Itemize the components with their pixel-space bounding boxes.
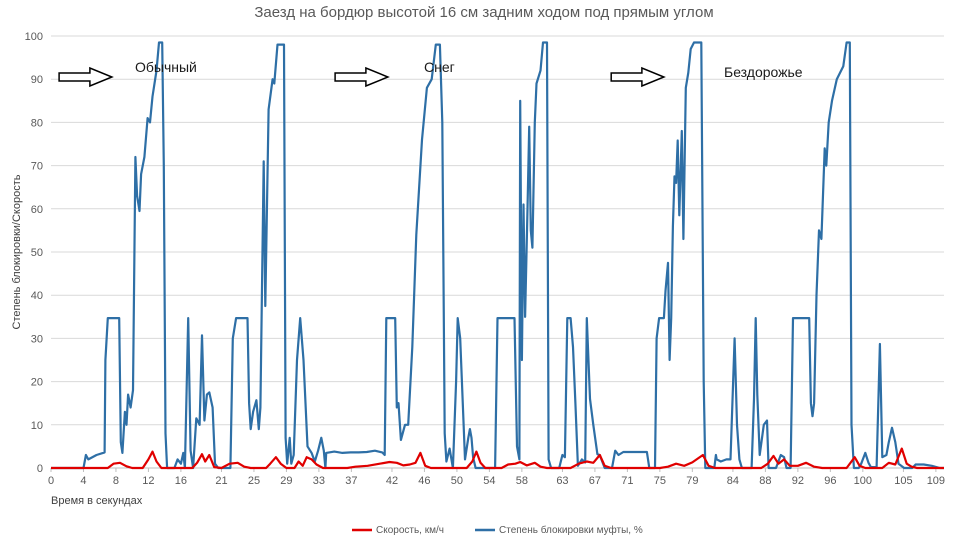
x-tick-label: 88 — [759, 475, 771, 487]
y-tick-label: 80 — [31, 117, 43, 129]
annotation-normal: Обычный — [135, 59, 197, 75]
x-tick-label: 46 — [418, 475, 430, 487]
annotation-arrows — [58, 66, 666, 88]
y-tick-label: 40 — [31, 290, 43, 302]
x-tick-label: 37 — [345, 475, 357, 487]
x-tick-label: 71 — [621, 475, 633, 487]
y-tick-label: 50 — [31, 247, 43, 259]
y-tick-label: 70 — [31, 161, 43, 173]
y-tick-label: 60 — [31, 204, 43, 216]
x-axis-ticks: 0 4 8 12 16 21 25 29 33 37 42 46 50 54 58 63 67 71 75 79 84 8… — [48, 468, 945, 487]
y-axis-ticks: 0 10 20 30 40 50 60 70 80 90 100 — [25, 31, 43, 475]
legend-label-lock: Степень блокировки муфты, % — [499, 524, 643, 536]
annotation-arrow — [334, 66, 390, 88]
series-line-lock — [51, 41, 944, 470]
x-tick-label: 25 — [248, 475, 260, 487]
y-tick-label: 100 — [25, 31, 43, 43]
x-tick-label: 16 — [175, 475, 187, 487]
x-tick-label: 109 — [927, 475, 945, 487]
y-tick-label: 0 — [37, 463, 43, 475]
y-tick-label: 10 — [31, 420, 43, 432]
annotation-offroad: Бездорожье — [724, 64, 803, 80]
x-tick-label: 79 — [686, 475, 698, 487]
x-tick-label: 0 — [48, 475, 54, 487]
legend: Скорость, км/ч Степень блокировки муфты,… — [352, 524, 643, 536]
x-tick-label: 12 — [142, 475, 154, 487]
x-tick-label: 75 — [654, 475, 666, 487]
x-tick-label: 8 — [113, 475, 119, 487]
x-axis-label: Время в секундах — [51, 495, 143, 507]
legend-label-speed: Скорость, км/ч — [376, 525, 444, 536]
x-tick-label: 50 — [451, 475, 463, 487]
chart-title: Заезд на бордюр высотой 16 см задним ход… — [254, 4, 713, 21]
series-line-speed — [51, 447, 944, 470]
x-tick-label: 58 — [516, 475, 528, 487]
x-tick-label: 21 — [215, 475, 227, 487]
annotation-arrow — [610, 66, 666, 88]
x-tick-label: 105 — [894, 475, 912, 487]
y-axis-label: Степень блокировки/Скорость — [11, 174, 23, 329]
x-tick-label: 67 — [589, 475, 601, 487]
x-tick-label: 92 — [792, 475, 804, 487]
x-tick-label: 42 — [386, 475, 398, 487]
x-tick-label: 4 — [80, 475, 86, 487]
x-tick-label: 100 — [854, 475, 872, 487]
y-tick-label: 30 — [31, 333, 43, 345]
x-tick-label: 33 — [313, 475, 325, 487]
x-tick-label: 96 — [824, 475, 836, 487]
annotation-snow: Снег — [424, 59, 455, 75]
x-tick-label: 54 — [483, 475, 495, 487]
series-group — [51, 41, 944, 470]
y-tick-label: 90 — [31, 74, 43, 86]
x-tick-label: 29 — [280, 475, 292, 487]
x-tick-label: 84 — [727, 475, 739, 487]
annotation-arrow — [58, 66, 114, 88]
x-tick-label: 63 — [556, 475, 568, 487]
y-tick-label: 20 — [31, 377, 43, 389]
